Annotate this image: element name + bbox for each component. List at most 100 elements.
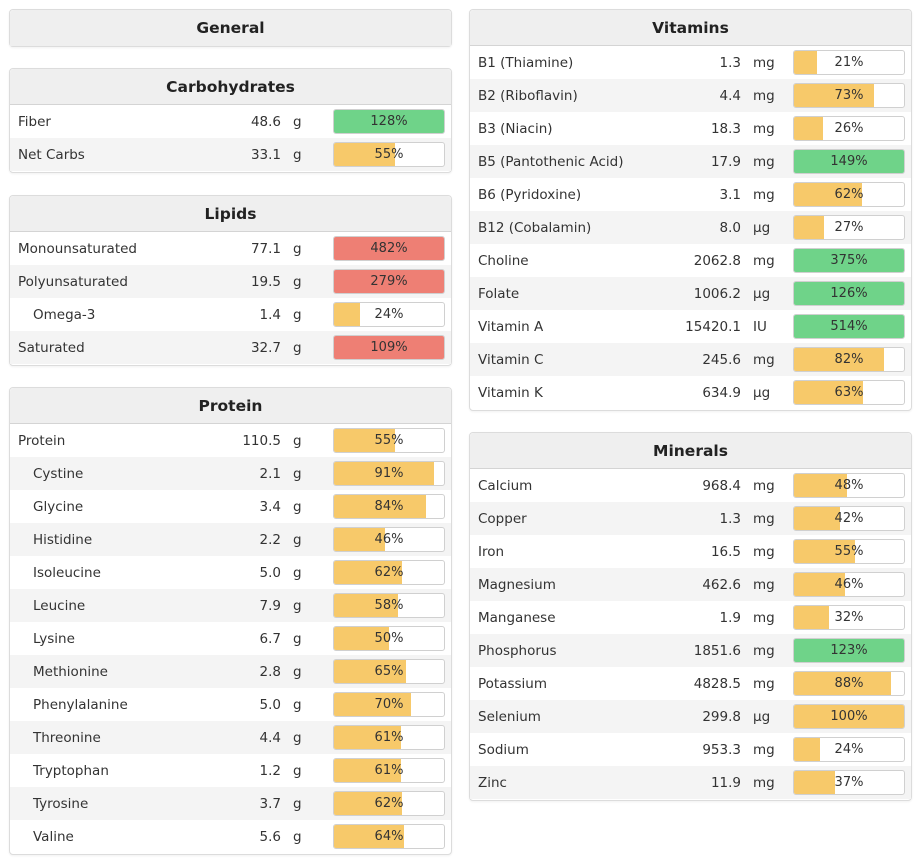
nutrient-unit: mg — [753, 543, 775, 560]
nutrient-row-zinc: Zinc 11.9 mg 37% — [470, 766, 911, 799]
nutrient-row-isoleucine: Isoleucine 5.0 g 62% — [10, 556, 451, 589]
progress-fill — [334, 759, 402, 782]
progress-fill — [334, 143, 395, 166]
nutrient-amount: 953.3 — [702, 741, 741, 758]
nutrient-amount: 299.8 — [702, 708, 741, 725]
progress-fill — [334, 825, 405, 848]
nutrient-unit: g — [293, 273, 302, 290]
target-progress-bar: 55% — [333, 428, 445, 453]
nutrient-amount: 5.0 — [259, 696, 281, 713]
progress-fill — [334, 627, 389, 650]
progress-fill — [794, 474, 847, 497]
vitamins-panel: Vitamins B1 (Thiamine) 1.3 mg 21% B2 (Ribofl… — [469, 9, 912, 411]
nutrient-amount: 3.7 — [259, 795, 281, 812]
nutrient-name: Polyunsaturated — [18, 273, 128, 290]
nutrient-name: Zinc — [478, 774, 507, 791]
target-progress-bar: 82% — [793, 347, 905, 372]
minerals-rows: Calcium 968.4 mg 48% Copper 1.3 mg 42% Iron 16.5 m… — [470, 469, 911, 799]
minerals-panel: Minerals Calcium 968.4 mg 48% Copper 1.3 mg 42%… — [469, 432, 912, 801]
progress-percent: 46% — [834, 577, 864, 592]
progress-percent: 27% — [834, 220, 864, 235]
progress-percent: 21% — [834, 55, 864, 70]
vitamins-rows: B1 (Thiamine) 1.3 mg 21% B2 (Riboflavin) 4.4 m… — [470, 46, 911, 409]
target-progress-bar: 42% — [793, 506, 905, 531]
nutrient-name: Calcium — [478, 477, 533, 494]
target-progress-bar: 32% — [793, 605, 905, 630]
target-progress-bar: 149% — [793, 149, 905, 174]
nutrient-name: Protein — [18, 432, 66, 449]
target-progress-bar: 91% — [333, 461, 445, 486]
nutrient-amount: 15420.1 — [685, 318, 741, 335]
target-progress-bar: 27% — [793, 215, 905, 240]
nutrient-unit: mg — [753, 642, 775, 659]
target-progress-bar: 55% — [333, 142, 445, 167]
nutrient-row-cystine: Cystine 2.1 g 91% — [10, 457, 451, 490]
nutrient-row-sodium: Sodium 953.3 mg 24% — [470, 733, 911, 766]
nutrient-amount: 1.9 — [719, 609, 741, 626]
nutrient-amount: 2.1 — [259, 465, 281, 482]
progress-fill — [794, 315, 904, 338]
target-progress-bar: 46% — [333, 527, 445, 552]
target-progress-bar: 375% — [793, 248, 905, 273]
progress-fill — [334, 462, 435, 485]
target-progress-bar: 482% — [333, 236, 445, 261]
nutrient-row-magnesium: Magnesium 462.6 mg 46% — [470, 568, 911, 601]
progress-fill — [334, 693, 411, 716]
nutrient-name: Choline — [478, 252, 529, 269]
nutrient-name: Phenylalanine — [33, 696, 128, 713]
nutrient-name: B12 (Cobalamin) — [478, 219, 592, 236]
progress-percent: 126% — [830, 286, 868, 301]
nutrient-amount: 1.3 — [719, 54, 741, 71]
progress-fill — [794, 51, 818, 74]
nutrient-name: Copper — [478, 510, 527, 527]
nutrient-row-b12-cobalamin: B12 (Cobalamin) 8.0 µg 27% — [470, 211, 911, 244]
progress-percent: 91% — [374, 466, 404, 481]
target-progress-bar: 88% — [793, 671, 905, 696]
target-progress-bar: 48% — [793, 473, 905, 498]
nutrient-unit: mg — [753, 87, 775, 104]
carbohydrates-rows: Fiber 48.6 g 128% Net Carbs 33.1 g 55% — [10, 105, 451, 171]
nutrient-name: Vitamin K — [478, 384, 543, 401]
nutrient-amount: 16.5 — [710, 543, 741, 560]
protein-panel-title: Protein — [10, 388, 451, 424]
nutrient-amount: 33.1 — [250, 146, 281, 163]
nutrient-name: Manganese — [478, 609, 556, 626]
progress-fill — [794, 672, 891, 695]
progress-percent: 24% — [374, 307, 404, 322]
target-progress-bar: 109% — [333, 335, 445, 360]
nutrient-row-glycine: Glycine 3.4 g 84% — [10, 490, 451, 523]
nutrient-amount: 2.8 — [259, 663, 281, 680]
target-progress-bar: 514% — [793, 314, 905, 339]
progress-fill — [794, 507, 841, 530]
target-progress-bar: 58% — [333, 593, 445, 618]
nutrient-amount: 8.0 — [719, 219, 741, 236]
progress-fill — [794, 705, 904, 728]
progress-fill — [334, 792, 403, 815]
progress-percent: 149% — [830, 154, 868, 169]
nutrient-unit: µg — [753, 384, 771, 401]
nutrient-row-phosphorus: Phosphorus 1851.6 mg 123% — [470, 634, 911, 667]
nutrient-amount: 3.4 — [259, 498, 281, 515]
lipids-rows: Monounsaturated 77.1 g 482% Polyunsaturated 1… — [10, 232, 451, 364]
progress-fill — [334, 110, 444, 133]
progress-percent: 70% — [374, 697, 404, 712]
nutrient-row-choline: Choline 2062.8 mg 375% — [470, 244, 911, 277]
nutrient-row-net-carbs: Net Carbs 33.1 g 55% — [10, 138, 451, 171]
target-progress-bar: 63% — [793, 380, 905, 405]
nutrient-row-b5-pantothenic-acid: B5 (Pantothenic Acid) 17.9 mg 149% — [470, 145, 911, 178]
target-progress-bar: 70% — [333, 692, 445, 717]
progress-fill — [794, 639, 904, 662]
progress-percent: 62% — [834, 187, 864, 202]
nutrient-name: Saturated — [18, 339, 85, 356]
nutrient-unit: g — [293, 729, 302, 746]
target-progress-bar: 61% — [333, 758, 445, 783]
nutrient-amount: 245.6 — [702, 351, 741, 368]
protein-panel: Protein Protein 110.5 g 55% Cystine 2.1 g 91% Gl… — [9, 387, 452, 855]
nutrient-unit: mg — [753, 741, 775, 758]
nutrient-row-b6-pyridoxine: B6 (Pyridoxine) 3.1 mg 62% — [470, 178, 911, 211]
progress-percent: 46% — [374, 532, 404, 547]
progress-fill — [794, 150, 904, 173]
minerals-panel-title: Minerals — [470, 433, 911, 469]
nutrient-row-saturated: Saturated 32.7 g 109% — [10, 331, 451, 364]
nutrient-unit: g — [293, 828, 302, 845]
